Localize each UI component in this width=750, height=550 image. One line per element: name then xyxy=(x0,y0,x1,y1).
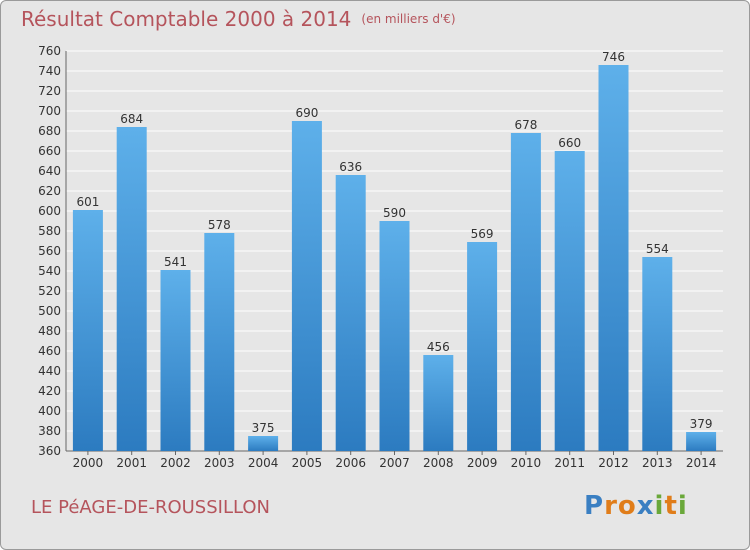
bar xyxy=(204,233,235,451)
bar xyxy=(423,355,454,451)
y-tick-label: 560 xyxy=(38,244,61,258)
y-tick-label: 380 xyxy=(38,424,61,438)
y-tick-label: 400 xyxy=(38,404,61,418)
bar xyxy=(686,432,717,451)
bar xyxy=(510,133,541,451)
data-label: 660 xyxy=(558,136,581,150)
x-tick-label: 2004 xyxy=(248,456,279,470)
data-label: 746 xyxy=(602,50,625,64)
y-tick-label: 760 xyxy=(38,44,61,58)
x-tick-label: 2014 xyxy=(686,456,717,470)
data-label: 578 xyxy=(208,218,231,232)
logo-letter: i xyxy=(677,491,688,521)
y-tick-label: 720 xyxy=(38,84,61,98)
bar xyxy=(291,121,322,451)
y-tick-label: 460 xyxy=(38,344,61,358)
bar xyxy=(554,151,585,451)
data-label: 678 xyxy=(514,118,537,132)
data-label: 456 xyxy=(427,340,450,354)
x-tick-label: 2011 xyxy=(554,456,585,470)
logo-letter: P xyxy=(584,491,605,521)
y-tick-label: 640 xyxy=(38,164,61,178)
x-tick-label: 2012 xyxy=(598,456,629,470)
y-tick-label: 500 xyxy=(38,304,61,318)
x-tick-label: 2013 xyxy=(642,456,673,470)
data-label: 690 xyxy=(295,106,318,120)
y-tick-label: 680 xyxy=(38,124,61,138)
y-tick-label: 740 xyxy=(38,64,61,78)
bar xyxy=(116,127,147,451)
data-label: 601 xyxy=(76,195,99,209)
y-tick-label: 700 xyxy=(38,104,61,118)
y-tick-label: 580 xyxy=(38,224,61,238)
x-tick-label: 2001 xyxy=(116,456,147,470)
bar xyxy=(467,242,498,451)
bar xyxy=(379,221,410,451)
x-tick-label: 2003 xyxy=(204,456,235,470)
logo-letter: t xyxy=(664,491,678,521)
y-tick-label: 420 xyxy=(38,384,61,398)
y-tick-label: 360 xyxy=(38,444,61,458)
bar xyxy=(72,210,103,451)
commune-name: LE PéAGE-DE-ROUSSILLON xyxy=(31,497,271,518)
data-label: 541 xyxy=(164,255,187,269)
chart-title-text: Résultat Comptable 2000 à 2014 xyxy=(21,7,352,31)
y-tick-label: 520 xyxy=(38,284,61,298)
bar xyxy=(160,270,191,451)
x-tick-label: 2000 xyxy=(73,456,104,470)
bar xyxy=(642,257,673,451)
data-label: 554 xyxy=(646,242,669,256)
data-label: 590 xyxy=(383,206,406,220)
proxiti-logo: Proxiti xyxy=(584,491,688,521)
x-tick-label: 2009 xyxy=(467,456,498,470)
data-label: 375 xyxy=(252,421,275,435)
logo-letter: o xyxy=(617,491,637,521)
x-tick-label: 2008 xyxy=(423,456,454,470)
data-label: 569 xyxy=(471,227,494,241)
data-label: 636 xyxy=(339,160,362,174)
y-tick-label: 660 xyxy=(38,144,61,158)
y-tick-label: 540 xyxy=(38,264,61,278)
y-tick-label: 600 xyxy=(38,204,61,218)
x-tick-label: 2006 xyxy=(335,456,366,470)
chart-title-unit: (en milliers d'€) xyxy=(361,12,456,26)
bar xyxy=(598,65,629,451)
data-label: 684 xyxy=(120,112,143,126)
x-tick-label: 2010 xyxy=(511,456,542,470)
chart-title: Résultat Comptable 2000 à 2014 (en millie… xyxy=(21,7,456,31)
x-tick-label: 2007 xyxy=(379,456,410,470)
logo-letter: r xyxy=(604,491,618,521)
bar xyxy=(248,436,279,451)
y-tick-label: 620 xyxy=(38,184,61,198)
x-tick-label: 2002 xyxy=(160,456,191,470)
y-tick-label: 440 xyxy=(38,364,61,378)
logo-letter: x xyxy=(636,491,655,521)
data-label: 379 xyxy=(690,417,713,431)
logo-letter: i xyxy=(654,491,665,521)
x-tick-label: 2005 xyxy=(292,456,323,470)
y-tick-label: 480 xyxy=(38,324,61,338)
bar xyxy=(335,175,366,451)
